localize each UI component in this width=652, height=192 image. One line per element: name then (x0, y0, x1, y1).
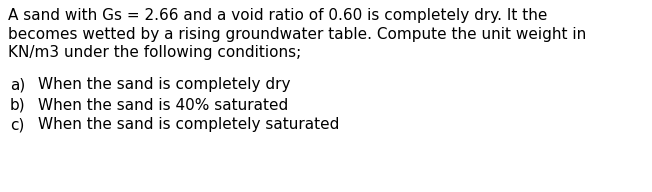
Text: b): b) (10, 98, 25, 113)
Text: When the sand is 40% saturated: When the sand is 40% saturated (38, 98, 288, 113)
Text: a): a) (10, 78, 25, 93)
Text: KN/m3 under the following conditions;: KN/m3 under the following conditions; (8, 45, 301, 60)
Text: When the sand is completely saturated: When the sand is completely saturated (38, 118, 340, 132)
Text: c): c) (10, 118, 24, 132)
Text: When the sand is completely dry: When the sand is completely dry (38, 78, 291, 93)
Text: becomes wetted by a rising groundwater table. Compute the unit weight in: becomes wetted by a rising groundwater t… (8, 26, 586, 41)
Text: A sand with Gs = 2.66 and a void ratio of 0.60 is completely dry. It the: A sand with Gs = 2.66 and a void ratio o… (8, 8, 548, 23)
